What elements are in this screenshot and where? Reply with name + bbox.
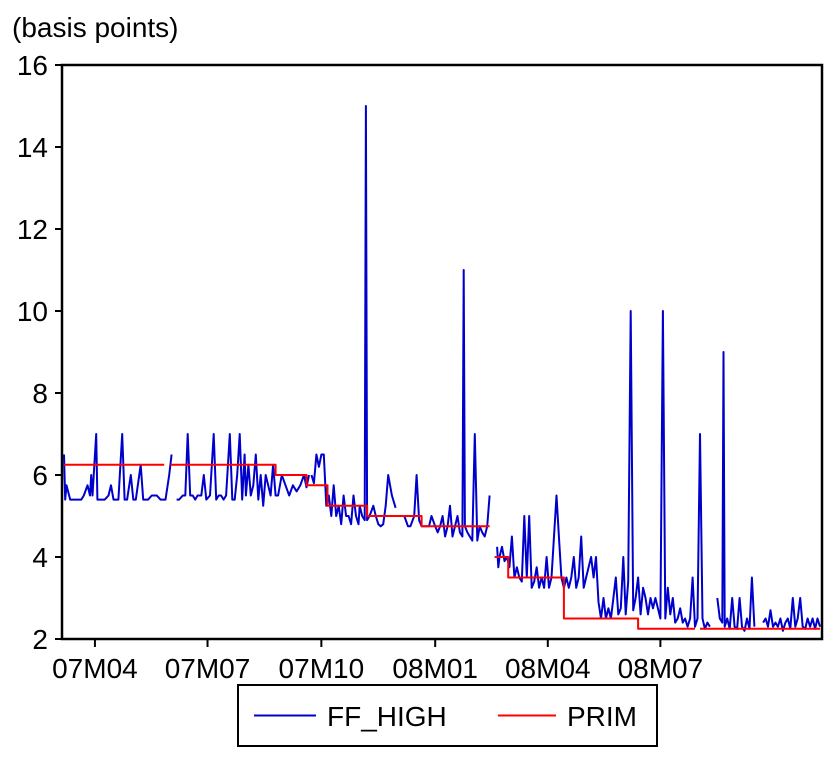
y-tick-label: 14 <box>17 132 48 163</box>
y-axis: 2 4 6 8 10 12 14 16 <box>17 50 62 655</box>
x-tick-label: 07M10 <box>279 653 365 684</box>
series-line-ff-high <box>63 105 821 632</box>
legend: FF_HIGH PRIM <box>237 684 658 747</box>
legend-label-ff-high: FF_HIGH <box>327 701 447 732</box>
y-unit-label: (basis points) <box>12 12 179 43</box>
x-tick-label: 07M07 <box>165 653 251 684</box>
legend-label-prim: PRIM <box>567 701 637 732</box>
series-layer <box>63 105 821 632</box>
x-tick-label: 08M07 <box>618 653 704 684</box>
x-axis: 07M04 07M07 07M10 08M01 08M04 08M07 <box>52 639 703 684</box>
y-tick-label: 2 <box>32 624 48 655</box>
y-tick-label: 6 <box>32 460 48 491</box>
plot-frame <box>60 63 824 641</box>
x-tick-label: 07M04 <box>52 653 138 684</box>
y-tick-label: 8 <box>32 378 48 409</box>
series-line-prim <box>64 463 820 630</box>
x-tick-label: 08M04 <box>505 653 591 684</box>
y-tick-label: 16 <box>17 50 48 81</box>
y-tick-label: 4 <box>32 542 48 573</box>
y-tick-label: 10 <box>17 296 48 327</box>
y-tick-label: 12 <box>17 214 48 245</box>
x-tick-label: 08M01 <box>392 653 478 684</box>
plot-area: 2 4 6 8 10 12 14 16 07M04 07M07 07M10 08M01 08M04 08… <box>17 50 824 684</box>
